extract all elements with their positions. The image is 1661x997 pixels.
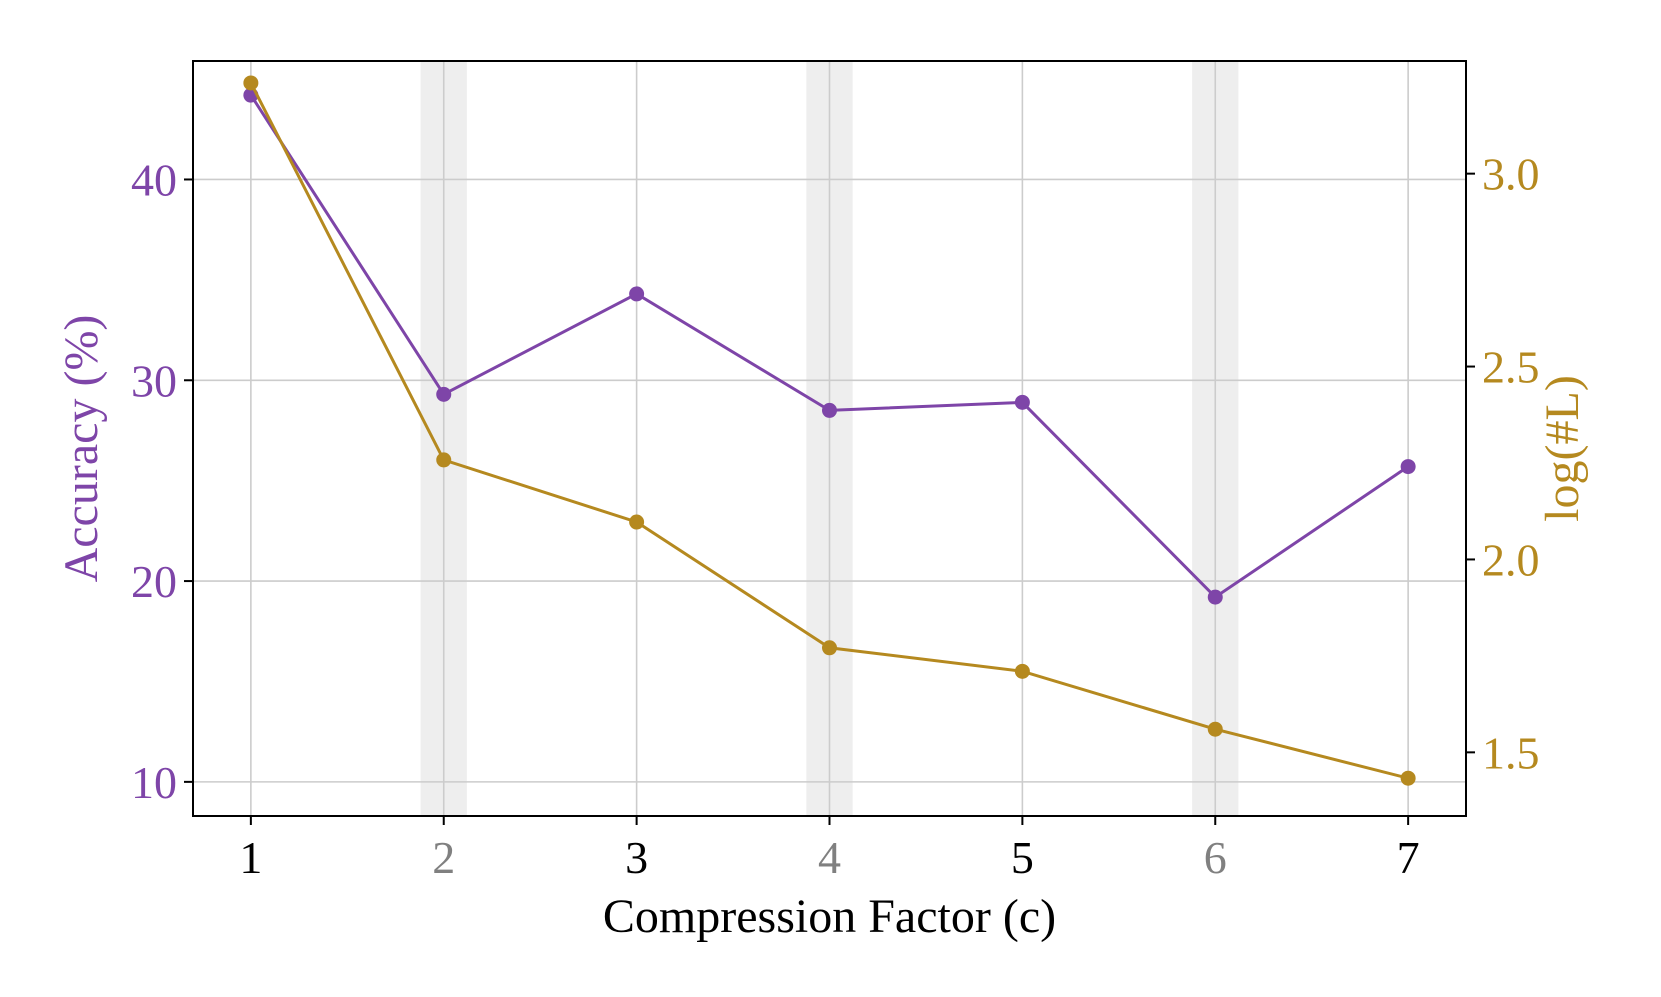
x-tick-label: 5 bbox=[1011, 832, 1034, 883]
y-axis-title-left: Accuracy (%) bbox=[55, 315, 108, 583]
series-point-right-3 bbox=[629, 514, 645, 530]
x-tick-label: 2 bbox=[432, 832, 455, 883]
y-tick-label-left: 20 bbox=[131, 556, 177, 607]
x-tick-label: 7 bbox=[1397, 832, 1420, 883]
tick-labels: 1 2 3 4 5 6 7 10 20 30 40 1.5 2.0 2.5 3.0 bbox=[131, 149, 1540, 883]
series-point-left-5 bbox=[1014, 394, 1030, 410]
series-point-right-5 bbox=[1014, 663, 1030, 679]
series-point-right-4 bbox=[822, 640, 837, 656]
y-tick-label-left: 10 bbox=[131, 757, 177, 808]
series-point-left-2 bbox=[436, 386, 452, 402]
x-tick-label: 4 bbox=[818, 832, 841, 883]
y-axis-title-right: log(#L) bbox=[1536, 375, 1589, 522]
series-point-left-6 bbox=[1207, 589, 1223, 605]
series-lines bbox=[243, 75, 1416, 786]
y-tick-label-right: 3.0 bbox=[1482, 149, 1540, 200]
y-tick-label-left: 40 bbox=[131, 154, 177, 205]
series-right bbox=[243, 75, 1416, 786]
series-point-left-3 bbox=[629, 286, 645, 302]
y-tick-label-left: 30 bbox=[131, 355, 177, 406]
series-point-right-1 bbox=[243, 75, 259, 91]
x-tick-label: 6 bbox=[1204, 832, 1227, 883]
series-point-right-2 bbox=[436, 452, 452, 468]
grid-lines bbox=[193, 61, 1466, 816]
series-point-right-6 bbox=[1207, 721, 1223, 737]
y-tick-label-right: 2.0 bbox=[1482, 534, 1540, 585]
y-tick-label-right: 2.5 bbox=[1482, 342, 1540, 393]
y-tick-label-right: 1.5 bbox=[1482, 727, 1540, 778]
x-tick-label: 3 bbox=[625, 832, 648, 883]
series-point-right-7 bbox=[1400, 770, 1416, 786]
series-point-left-7 bbox=[1400, 459, 1416, 475]
tick-marks bbox=[184, 172, 1475, 825]
x-tick-label: 1 bbox=[239, 832, 262, 883]
series-point-left-4 bbox=[822, 402, 837, 418]
x-axis-title: Compression Factor (c) bbox=[603, 890, 1056, 943]
